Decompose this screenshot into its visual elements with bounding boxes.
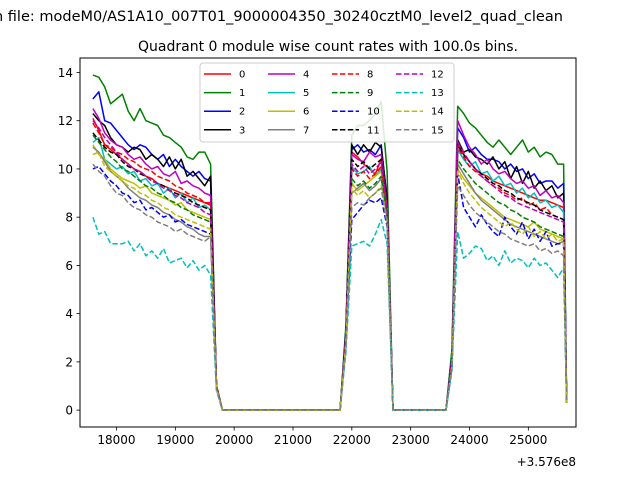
legend-label-1: 1: [239, 88, 245, 99]
y-tick-label: 4: [65, 307, 73, 321]
legend-label-13: 13: [431, 88, 444, 99]
legend-label-2: 2: [239, 107, 245, 118]
legend-label-9: 9: [367, 88, 373, 99]
series-line-8: [92, 122, 568, 411]
figure-suptitle: n file: modeM0/AS1A10_007T01_9000004350_…: [0, 9, 563, 25]
series-line-10: [92, 165, 568, 411]
series-line-13: [92, 216, 568, 411]
legend-label-8: 8: [367, 70, 373, 81]
x-tick-label: 23000: [392, 433, 430, 447]
y-tick-label: 2: [65, 355, 73, 369]
plot-frame: [79, 57, 577, 428]
x-tick-label: 18000: [97, 433, 135, 447]
legend-label-15: 15: [431, 125, 444, 136]
legend-label-11: 11: [367, 125, 380, 136]
y-tick-label: 6: [65, 259, 73, 273]
y-tick-label: 10: [58, 162, 73, 176]
legend-label-10: 10: [367, 107, 380, 118]
series-line-4: [92, 108, 568, 411]
y-tick-label: 14: [58, 66, 73, 80]
y-tick-label: 8: [65, 211, 73, 225]
y-tick-label: 0: [65, 404, 73, 418]
legend-label-14: 14: [431, 107, 444, 118]
legend-label-3: 3: [239, 125, 245, 136]
legend-box: [199, 62, 455, 143]
series-line-3: [92, 113, 568, 411]
y-tick-label: 12: [58, 114, 73, 128]
x-tick-label: 19000: [156, 433, 194, 447]
series-line-14: [92, 151, 568, 411]
x-tick-label: 20000: [215, 433, 253, 447]
legend-label-7: 7: [303, 125, 309, 136]
x-axis: 18000 19000 20000 21000 22000 23000 24000 25000: [97, 427, 547, 447]
series-line-15: [92, 163, 568, 411]
legend-label-0: 0: [239, 70, 245, 81]
legend-label-6: 6: [303, 107, 309, 118]
x-tick-label: 22000: [333, 433, 371, 447]
x-tick-label: 25000: [509, 433, 547, 447]
series-line-5: [92, 136, 568, 411]
x-tick-label: 21000: [274, 433, 312, 447]
x-offset-label: +3.576e8: [517, 455, 576, 469]
x-tick-label: 24000: [450, 433, 488, 447]
legend-label-4: 4: [303, 70, 309, 81]
chart-title: Quadrant 0 module wise count rates with …: [138, 39, 518, 55]
series-line-9: [92, 134, 568, 411]
y-axis: 0 2 4 6 8 10 12 14: [58, 66, 80, 418]
series-line-12: [92, 120, 568, 411]
series-line-7: [92, 146, 568, 411]
series-line-6: [92, 144, 568, 411]
legend-label-12: 12: [431, 70, 444, 81]
legend-label-5: 5: [303, 88, 309, 99]
